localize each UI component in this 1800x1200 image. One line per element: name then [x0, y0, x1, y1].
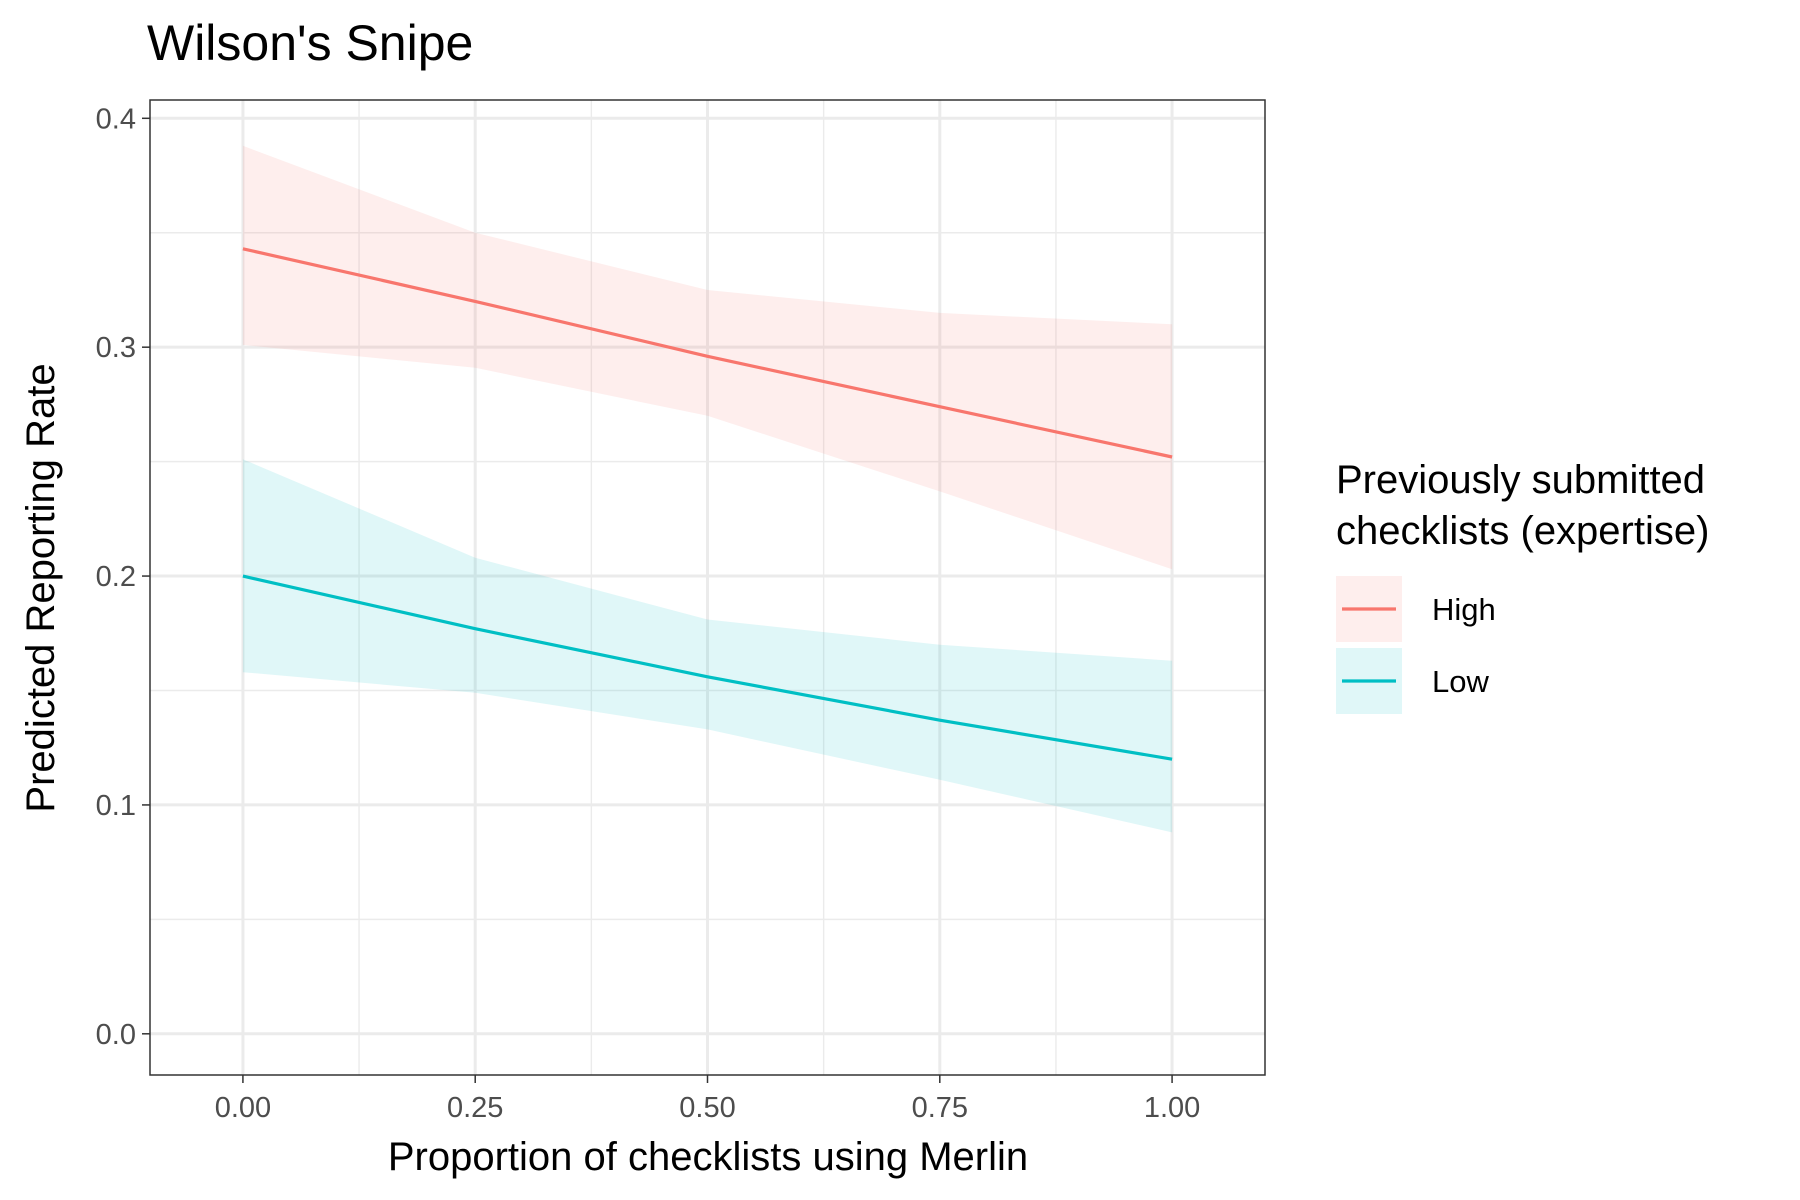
- x-axis: 0.00 0.25 0.50 0.75 1.00: [215, 1075, 1200, 1124]
- legend: Previously submitted checklists (experti…: [1336, 458, 1709, 714]
- grid-major: [150, 100, 1265, 1075]
- y-tick-label: 0.0: [96, 1019, 136, 1051]
- y-axis: 0.0 0.1 0.2 0.3 0.4: [96, 103, 150, 1051]
- x-tick-label: 0.00: [215, 1092, 271, 1124]
- x-tick-label: 0.25: [447, 1092, 503, 1124]
- series-lines: [242, 247, 1173, 761]
- x-tick-label: 0.50: [679, 1092, 735, 1124]
- x-tick-label: 1.00: [1144, 1092, 1200, 1124]
- legend-title-line-2: checklists (expertise): [1336, 509, 1709, 553]
- legend-title-line-1: Previously submitted: [1336, 458, 1705, 502]
- x-axis-title: Proportion of checklists using Merlin: [388, 1135, 1028, 1179]
- ribbon-low: [242, 459, 1173, 833]
- y-tick-label: 0.1: [96, 790, 136, 822]
- y-axis-title: Predicted Reporting Rate: [19, 363, 63, 812]
- line-low: [242, 574, 1173, 761]
- legend-label-high: High: [1432, 592, 1496, 627]
- line-high: [242, 247, 1173, 459]
- chart-title: Wilson's Snipe: [147, 15, 473, 71]
- x-tick-label: 0.75: [912, 1092, 968, 1124]
- y-tick-label: 0.4: [96, 103, 136, 135]
- y-tick-label: 0.2: [96, 561, 136, 593]
- legend-label-low: Low: [1432, 664, 1489, 699]
- y-tick-label: 0.3: [96, 332, 136, 364]
